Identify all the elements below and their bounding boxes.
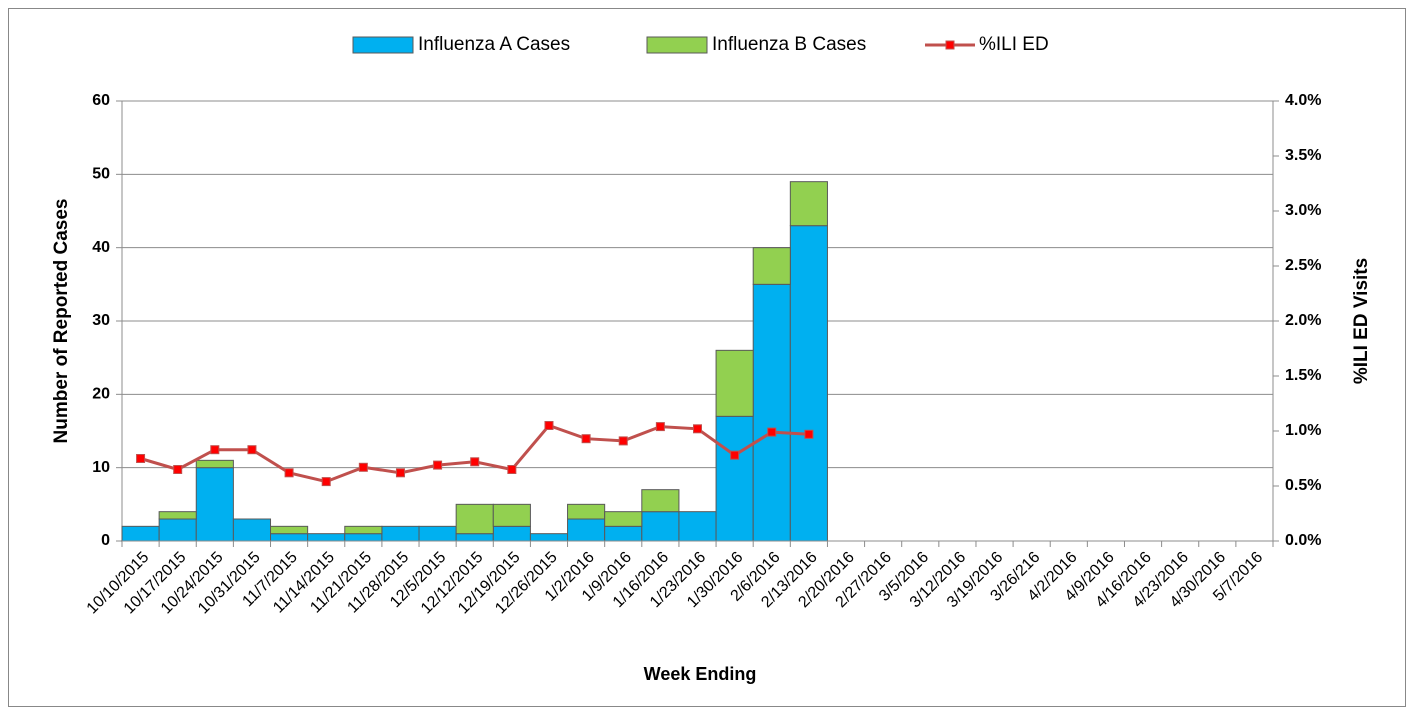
bar [195, 467, 234, 542]
bar [232, 518, 272, 542]
bar [158, 511, 197, 520]
bar [344, 525, 383, 535]
y-axis-label: Number of Reported Cases [51, 199, 72, 444]
bar [455, 533, 494, 542]
marker [358, 462, 368, 472]
bar [492, 525, 531, 542]
legend-swatch [352, 36, 414, 54]
bar [381, 525, 420, 542]
y2-tick-label: 3.5% [1285, 147, 1321, 164]
y2-tick-label: 1.5% [1285, 367, 1321, 384]
bar [270, 533, 309, 542]
x-axis-label: Week Ending [644, 664, 757, 684]
y-tick-label: 20 [92, 386, 110, 403]
bar [121, 525, 160, 542]
bar [752, 247, 791, 285]
marker [767, 427, 777, 437]
bar [567, 518, 606, 542]
y-tick-label: 10 [92, 459, 110, 476]
marker [544, 421, 554, 430]
marker [470, 457, 480, 467]
y2-tick-label: 0.0% [1285, 532, 1321, 549]
bar [195, 459, 234, 469]
marker [321, 477, 331, 487]
bar [604, 525, 643, 542]
y2-tick-label: 2.5% [1285, 257, 1321, 274]
y2-axis-label: %ILI ED Visits [1351, 258, 1372, 384]
bar [307, 533, 346, 542]
y2-tick-label: 3.0% [1285, 202, 1321, 219]
legend-swatch [945, 40, 955, 50]
chart-frame [8, 8, 1406, 707]
marker [210, 445, 220, 455]
legend-swatch [646, 36, 708, 54]
legend-label: %ILI ED [979, 34, 1049, 55]
y2-tick-label: 1.0% [1285, 422, 1321, 439]
marker [655, 422, 665, 432]
bar [529, 533, 569, 542]
marker [284, 468, 294, 478]
bar [418, 525, 457, 542]
y-tick-label: 40 [92, 239, 110, 256]
bar [270, 525, 309, 535]
bar [641, 489, 680, 513]
bar [492, 503, 531, 527]
marker [395, 468, 405, 478]
y-tick-label: 0 [101, 532, 110, 549]
marker [730, 450, 740, 460]
bar [715, 349, 754, 417]
y2-tick-label: 4.0% [1285, 92, 1321, 109]
bar [715, 415, 754, 542]
legend-label: Influenza A Cases [418, 34, 570, 55]
marker [247, 445, 257, 455]
bar [604, 511, 643, 527]
y-tick-label: 60 [92, 92, 110, 109]
marker [581, 434, 591, 444]
bar [678, 511, 717, 542]
y-tick-label: 30 [92, 312, 110, 329]
bar [641, 511, 680, 542]
bar [455, 503, 494, 535]
bar [789, 225, 828, 542]
marker [136, 454, 146, 463]
legend-label: Influenza B Cases [712, 34, 866, 55]
bar [752, 283, 791, 542]
marker [433, 460, 443, 470]
marker [693, 424, 702, 434]
marker [507, 465, 517, 474]
bar [158, 518, 197, 542]
bar [567, 503, 606, 520]
y2-tick-label: 0.5% [1285, 477, 1321, 494]
bar [789, 181, 828, 227]
marker [618, 436, 628, 446]
y-tick-label: 50 [92, 166, 110, 183]
marker [804, 429, 814, 439]
marker [173, 465, 183, 474]
y2-tick-label: 2.0% [1285, 312, 1321, 329]
bar [344, 533, 383, 542]
